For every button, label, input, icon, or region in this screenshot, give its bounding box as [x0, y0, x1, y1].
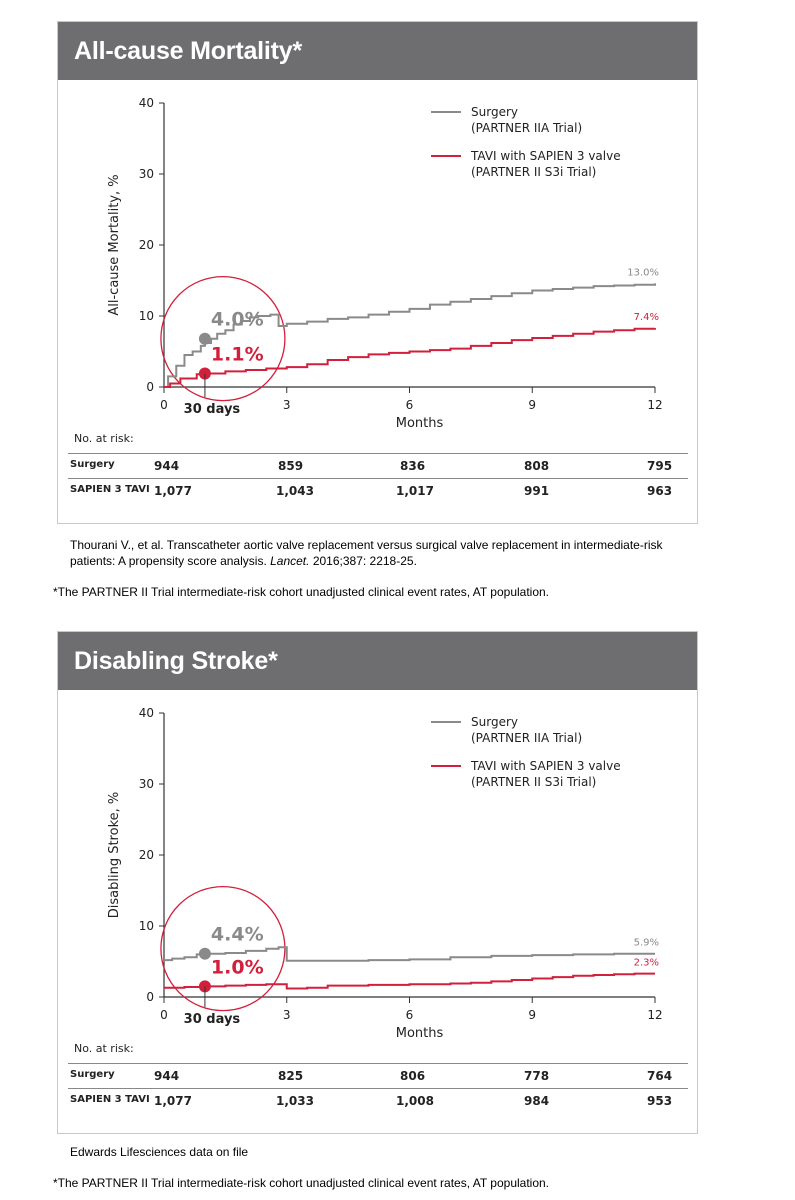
series-line-surgery [164, 946, 655, 962]
callout-circle [160, 275, 286, 402]
x-tick-label: 6 [406, 398, 414, 412]
risk-divider [68, 478, 688, 479]
risk-value: 1,008 [396, 1094, 434, 1108]
risk-divider [68, 453, 688, 454]
legend-label-surgery: (PARTNER IIA Trial) [471, 121, 582, 135]
legend-label-surgery: (PARTNER IIA Trial) [471, 731, 582, 745]
risk-value: 984 [524, 1094, 550, 1108]
end-label-tavi: 2.3% [634, 958, 659, 969]
legend-label-tavi: (PARTNER II S3i Trial) [471, 775, 596, 789]
x-tick-label: 12 [647, 398, 662, 412]
risk-value: 808 [524, 459, 550, 473]
risk-heading: No. at risk: [74, 432, 134, 445]
callout-dot-tavi [198, 980, 211, 993]
callout-dot-surgery [198, 332, 211, 345]
risk-value: 1,017 [396, 484, 434, 498]
risk-value: 836 [400, 459, 426, 473]
x-tick-label: 9 [528, 1008, 536, 1022]
risk-label: Surgery [70, 1069, 115, 1080]
y-tick-label: 0 [146, 990, 154, 1004]
risk-divider [68, 1063, 688, 1064]
legend-label-surgery: Surgery [471, 715, 518, 729]
risk-label: Surgery [70, 459, 115, 470]
risk-row-surgery: Surgery 944 825 806 778 764 [58, 1065, 698, 1089]
y-tick-label: 40 [139, 706, 154, 720]
citation-text: Thourani V., et al. Transcatheter aortic… [70, 538, 663, 568]
risk-value: 953 [647, 1094, 673, 1108]
citation: Thourani V., et al. Transcatheter aortic… [70, 537, 710, 569]
callout-value-tavi: 1.1% [211, 344, 264, 366]
panel-title: All-cause Mortality* [58, 22, 697, 80]
x-tick-label: 9 [528, 398, 536, 412]
risk-value: 825 [278, 1069, 304, 1083]
y-tick-label: 10 [139, 309, 154, 323]
panel-title: Disabling Stroke* [58, 632, 697, 690]
y-tick-label: 20 [139, 238, 154, 252]
risk-row-tavi: SAPIEN 3 TAVI 1,077 1,033 1,008 984 953 [58, 1090, 698, 1114]
x-tick-label: 0 [160, 1008, 168, 1022]
y-tick-label: 30 [139, 777, 154, 791]
y-tick-label: 20 [139, 848, 154, 862]
end-label-tavi: 7.4% [634, 312, 659, 323]
series-line-tavi [164, 327, 656, 388]
risk-value: 944 [154, 459, 180, 473]
risk-value: 1,043 [276, 484, 314, 498]
x-axis-label: Months [396, 416, 444, 431]
risk-value: 795 [647, 459, 673, 473]
callout-dot-surgery [198, 947, 211, 960]
y-axis-label: Disabling Stroke, % [107, 792, 122, 919]
risk-value: 1,077 [154, 1094, 192, 1108]
legend-label-tavi: TAVI with SAPIEN 3 valve [470, 759, 621, 773]
risk-row-surgery: Surgery 944 859 836 808 795 [58, 455, 698, 479]
risk-value: 778 [524, 1069, 550, 1083]
x-tick-label: 3 [283, 1008, 291, 1022]
stroke-chart: 0 10 20 30 40 0 3 6 9 12 Months Disabling Stroke, %… [107, 706, 663, 1041]
risk-label: SAPIEN 3 TAVI [70, 484, 150, 495]
x-tick-label: 12 [647, 1008, 662, 1022]
risk-value: 1,033 [276, 1094, 314, 1108]
callout-value-surgery: 4.4% [211, 924, 264, 946]
series-line-surgery [164, 283, 656, 388]
x-tick-label: 3 [283, 398, 291, 412]
risk-value: 963 [647, 484, 673, 498]
callout-value-tavi: 1.0% [211, 956, 264, 978]
risk-label: SAPIEN 3 TAVI [70, 1094, 150, 1105]
legend-label-tavi: TAVI with SAPIEN 3 valve [470, 149, 621, 163]
thirty-day-label: 30 days [184, 1012, 241, 1027]
citation-journal: Lancet. [270, 554, 310, 568]
x-tick-label: 0 [160, 398, 168, 412]
legend-label-tavi: (PARTNER II S3i Trial) [471, 165, 596, 179]
risk-heading: No. at risk: [74, 1042, 134, 1055]
risk-value: 806 [400, 1069, 426, 1083]
risk-value: 944 [154, 1069, 180, 1083]
x-tick-label: 6 [406, 1008, 414, 1022]
mortality-chart: 0 10 20 30 40 0 3 6 9 12 Months All-cause Mortality… [107, 96, 663, 431]
end-label-surgery: 13.0% [627, 267, 659, 278]
callout-value-surgery: 4.0% [211, 309, 264, 331]
series-line-tavi [164, 972, 655, 990]
risk-row-tavi: SAPIEN 3 TAVI 1,077 1,043 1,017 991 963 [58, 480, 698, 504]
mortality-panel: All-cause Mortality* 0 10 20 30 40 0 3 6 9 12 Mont… [57, 21, 698, 524]
data-source-note: Edwards Lifesciences data on file [70, 1145, 249, 1159]
risk-value: 1,077 [154, 484, 192, 498]
y-tick-label: 0 [146, 380, 154, 394]
footnote: *The PARTNER II Trial intermediate-risk … [53, 1176, 550, 1190]
y-tick-label: 10 [139, 919, 154, 933]
y-axis-label: All-cause Mortality, % [107, 174, 122, 315]
end-label-surgery: 5.9% [634, 938, 659, 949]
x-axis-label: Months [396, 1026, 444, 1041]
y-tick-label: 40 [139, 96, 154, 110]
risk-value: 764 [647, 1069, 673, 1083]
legend-label-surgery: Surgery [471, 105, 518, 119]
y-tick-label: 30 [139, 167, 154, 181]
risk-value: 991 [524, 484, 550, 498]
risk-divider [68, 1088, 688, 1089]
thirty-day-label: 30 days [184, 402, 241, 417]
risk-value: 859 [278, 459, 304, 473]
stroke-panel: Disabling Stroke* 0 10 20 30 40 0 3 6 9 12 Months D… [57, 631, 698, 1134]
citation-tail: 2016;387: 2218-25. [309, 554, 417, 568]
footnote: *The PARTNER II Trial intermediate-risk … [53, 585, 550, 599]
callout-circle [160, 885, 286, 1012]
